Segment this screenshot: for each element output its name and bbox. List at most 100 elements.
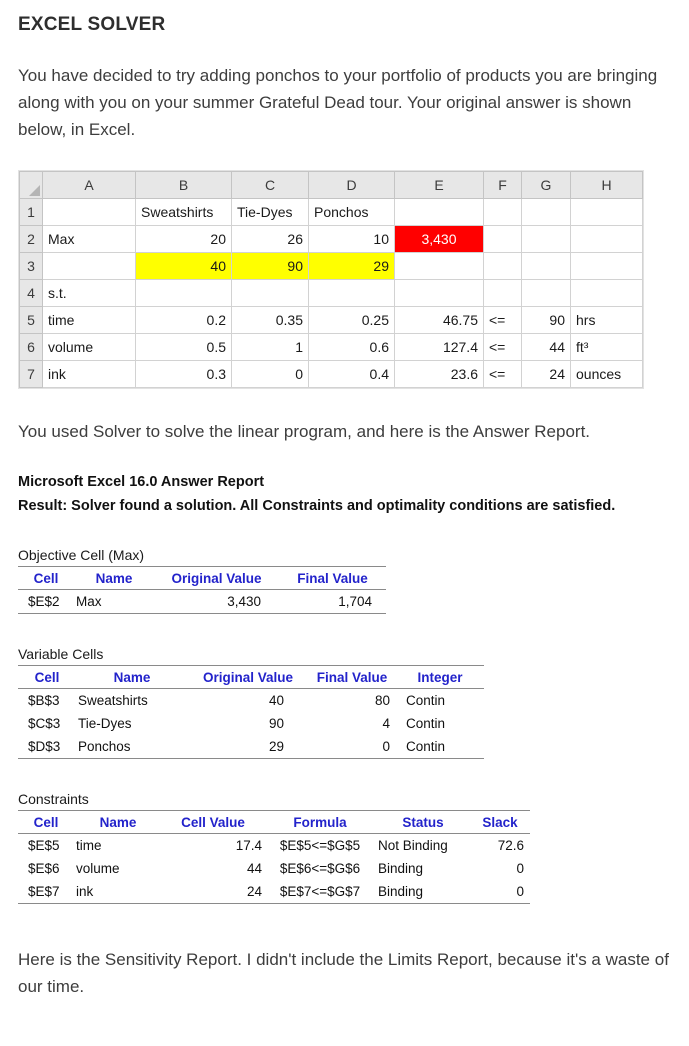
cell-e7[interactable]: 23.6 <box>394 359 484 388</box>
cell-a5[interactable]: time <box>42 305 136 334</box>
cell-h6[interactable]: ft³ <box>570 332 643 361</box>
cell-f1[interactable] <box>483 197 522 226</box>
cell-c7[interactable]: 0 <box>231 359 309 388</box>
column-header-g[interactable]: G <box>521 170 571 199</box>
constraints-table-header-row: Cell Name Cell Value Formula Status Slac… <box>18 810 530 834</box>
objective-section-label: Objective Cell (Max) <box>18 547 386 567</box>
cell-f3[interactable] <box>483 251 522 280</box>
cell-h3[interactable] <box>570 251 643 280</box>
row-header-1[interactable]: 1 <box>19 197 43 226</box>
cell-d2[interactable]: 10 <box>308 224 395 253</box>
row-header-4[interactable]: 4 <box>19 278 43 307</box>
cell-g5[interactable]: 90 <box>521 305 571 334</box>
cell-b5[interactable]: 0.2 <box>135 305 232 334</box>
cell-a2[interactable]: Max <box>42 224 136 253</box>
row-header-6[interactable]: 6 <box>19 332 43 361</box>
cell-b1[interactable]: Sweatshirts <box>135 197 232 226</box>
column-header-f-selected[interactable]: F <box>483 170 522 199</box>
cell-c5[interactable]: 0.35 <box>231 305 309 334</box>
cell-b2[interactable]: 20 <box>135 224 232 253</box>
cell-g6[interactable]: 44 <box>521 332 571 361</box>
objective-original-value: 3,430 <box>154 589 279 614</box>
cell-f2[interactable] <box>483 224 522 253</box>
constraint-cell-value: 44 <box>246 860 262 876</box>
cell-g1[interactable] <box>521 197 571 226</box>
cell-a1[interactable] <box>42 197 136 226</box>
sheet-row-3: 3 40 90 29 <box>19 251 643 280</box>
variable-final-value: 0 <box>308 734 396 759</box>
variables-col-original-value: Original Value <box>188 665 308 689</box>
cell-h7[interactable]: ounces <box>570 359 643 388</box>
constraints-col-slack: Slack <box>470 810 530 834</box>
objective-cell-ref: $E$2 <box>18 589 74 614</box>
variable-name: Ponchos <box>76 734 188 759</box>
cell-a4[interactable]: s.t. <box>42 278 136 307</box>
cell-f4[interactable] <box>483 278 522 307</box>
cell-h2[interactable] <box>570 224 643 253</box>
sheet-row-5: 5 time 0.2 0.35 0.25 46.75 <= 90 hrs <box>19 305 643 334</box>
cell-b6[interactable]: 0.5 <box>135 332 232 361</box>
constraint-cell-value: 17.4 <box>235 837 262 853</box>
cell-e1[interactable] <box>394 197 484 226</box>
constraint-slack: 0 <box>470 879 530 904</box>
cell-e2-objective[interactable]: 3,430 <box>394 224 484 253</box>
variables-table: Cell Name Original Value Final Value Int… <box>18 665 484 759</box>
row-header-5[interactable]: 5 <box>19 305 43 334</box>
variable-final-value: 80 <box>374 692 390 708</box>
cell-d7[interactable]: 0.4 <box>308 359 395 388</box>
cell-f7[interactable]: <= <box>483 359 522 388</box>
cell-g4[interactable] <box>521 278 571 307</box>
cell-c3-variable[interactable]: 90 <box>231 251 309 280</box>
cell-e4[interactable] <box>394 278 484 307</box>
column-header-a[interactable]: A <box>42 170 136 199</box>
column-header-c[interactable]: C <box>231 170 309 199</box>
column-header-d[interactable]: D <box>308 170 395 199</box>
column-header-e[interactable]: E <box>394 170 484 199</box>
constraint-status: Binding <box>378 860 424 876</box>
cell-a7[interactable]: ink <box>42 359 136 388</box>
cell-d1[interactable]: Ponchos <box>308 197 395 226</box>
select-all-button[interactable] <box>19 170 43 199</box>
cell-c4[interactable] <box>231 278 309 307</box>
row-header-3[interactable]: 3 <box>19 251 43 280</box>
cell-b7[interactable]: 0.3 <box>135 359 232 388</box>
cell-h5[interactable]: hrs <box>570 305 643 334</box>
constraint-cell-ref: $E$5 <box>28 837 60 853</box>
cell-d3-variable[interactable]: 29 <box>308 251 395 280</box>
column-header-b[interactable]: B <box>135 170 232 199</box>
objective-table-header-row: Cell Name Original Value Final Value <box>18 566 386 590</box>
cell-d6[interactable]: 0.6 <box>308 332 395 361</box>
cell-c6[interactable]: 1 <box>231 332 309 361</box>
constraints-col-name: Name <box>74 810 162 834</box>
variable-original-value: 29 <box>188 734 308 759</box>
cell-e6[interactable]: 127.4 <box>394 332 484 361</box>
row-header-2[interactable]: 2 <box>19 224 43 253</box>
constraint-formula: $E$7<=$G$7 <box>264 879 376 904</box>
cell-b3-variable[interactable]: 40 <box>135 251 232 280</box>
variable-cell-ref: $B$3 <box>28 692 60 708</box>
cell-g7[interactable]: 24 <box>521 359 571 388</box>
cell-h1[interactable] <box>570 197 643 226</box>
objective-final-value: 1,704 <box>279 589 386 614</box>
cell-g3[interactable] <box>521 251 571 280</box>
cell-h4[interactable] <box>570 278 643 307</box>
cell-a6[interactable]: volume <box>42 332 136 361</box>
constraints-row: $E$7 ink 24 $E$7<=$G$7 Binding 0 <box>18 879 530 904</box>
cell-c2[interactable]: 26 <box>231 224 309 253</box>
column-header-h[interactable]: H <box>570 170 643 199</box>
cell-g2[interactable] <box>521 224 571 253</box>
cell-d4[interactable] <box>308 278 395 307</box>
cell-a3[interactable] <box>42 251 136 280</box>
constraints-col-formula: Formula <box>264 810 376 834</box>
cell-f6[interactable]: <= <box>483 332 522 361</box>
cell-b4[interactable] <box>135 278 232 307</box>
cell-f5[interactable]: <= <box>483 305 522 334</box>
cell-d5[interactable]: 0.25 <box>308 305 395 334</box>
constraint-name: ink <box>74 879 162 904</box>
row-header-7[interactable]: 7 <box>19 359 43 388</box>
cell-e5[interactable]: 46.75 <box>394 305 484 334</box>
cell-e3[interactable] <box>394 251 484 280</box>
constraints-row: $E$6 volume 44 $E$6<=$G$6 Binding 0 <box>18 857 530 880</box>
cell-c1[interactable]: Tie-Dyes <box>231 197 309 226</box>
